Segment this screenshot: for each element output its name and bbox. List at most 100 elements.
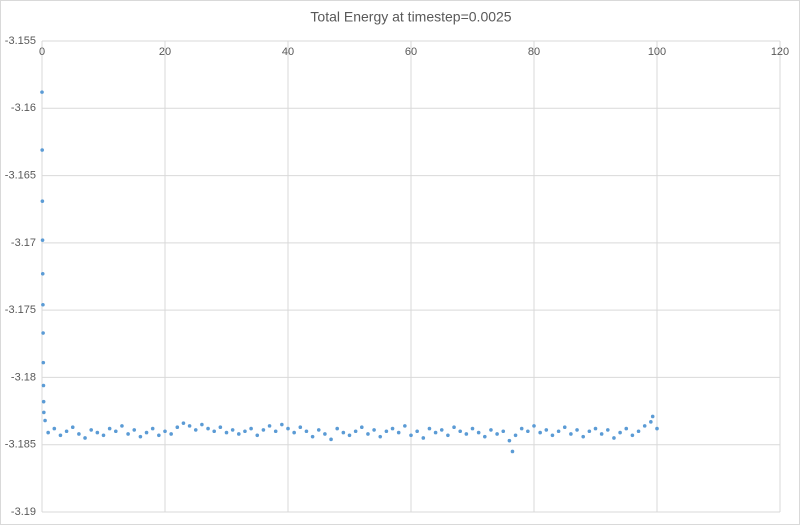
data-point xyxy=(513,433,518,438)
data-point xyxy=(624,426,629,431)
data-point xyxy=(556,429,561,434)
data-point xyxy=(341,430,346,435)
y-tick-label: -3.175 xyxy=(5,304,36,316)
y-tick-label: -3.18 xyxy=(11,371,36,383)
data-point xyxy=(175,425,180,430)
data-point xyxy=(599,432,604,436)
data-point xyxy=(95,430,100,435)
data-point xyxy=(519,426,524,431)
data-point xyxy=(650,414,655,419)
data-point xyxy=(642,424,647,428)
data-point xyxy=(335,426,340,431)
data-point xyxy=(157,433,161,438)
data-point xyxy=(366,432,370,436)
data-point xyxy=(212,429,216,434)
data-point xyxy=(439,428,444,432)
data-point xyxy=(101,433,106,438)
data-point xyxy=(323,432,327,436)
data-point xyxy=(132,428,137,432)
data-point xyxy=(483,434,487,439)
data-point xyxy=(562,425,567,430)
data-point xyxy=(618,430,622,435)
data-point xyxy=(655,426,659,431)
data-point xyxy=(495,432,499,436)
data-point xyxy=(280,422,284,427)
data-point xyxy=(384,429,389,434)
data-point xyxy=(42,410,46,415)
data-point xyxy=(200,422,204,427)
data-point xyxy=(433,430,438,435)
data-point xyxy=(286,426,290,431)
data-point xyxy=(501,429,506,434)
data-point xyxy=(249,426,253,431)
data-point xyxy=(526,429,530,434)
data-point xyxy=(544,428,549,432)
data-point xyxy=(390,426,395,431)
data-point xyxy=(150,426,155,431)
data-point xyxy=(41,302,45,307)
data-point xyxy=(409,433,413,438)
data-point xyxy=(230,428,235,432)
y-tick-label: -3.19 xyxy=(11,506,36,518)
data-point xyxy=(206,426,210,431)
data-point xyxy=(83,436,87,440)
data-point xyxy=(378,434,383,439)
y-tick-label: -3.165 xyxy=(5,169,36,181)
data-point xyxy=(612,436,616,440)
data-point xyxy=(421,436,426,440)
data-point xyxy=(41,331,45,335)
data-point xyxy=(107,426,112,431)
data-point xyxy=(144,430,149,435)
y-tick-label: -3.155 xyxy=(5,35,36,47)
data-point xyxy=(237,432,241,436)
data-point xyxy=(464,432,469,436)
x-tick-label: 80 xyxy=(528,46,540,58)
y-tick-label: -3.17 xyxy=(11,237,36,249)
data-point xyxy=(446,433,450,438)
data-point xyxy=(40,199,45,203)
data-point xyxy=(310,434,315,439)
data-point xyxy=(396,430,401,435)
data-point xyxy=(575,428,579,432)
data-point xyxy=(43,418,47,423)
x-tick-label: 120 xyxy=(771,46,789,58)
y-tick-label: -3.16 xyxy=(11,102,36,114)
data-point xyxy=(41,383,46,388)
x-tick-label: 100 xyxy=(648,46,666,58)
data-point xyxy=(470,426,475,431)
data-point xyxy=(70,425,75,430)
data-point xyxy=(415,429,419,434)
data-point xyxy=(181,421,186,425)
data-point xyxy=(40,90,44,94)
data-point xyxy=(360,425,364,430)
data-point xyxy=(58,433,63,438)
data-point xyxy=(292,430,296,435)
data-point xyxy=(581,434,585,439)
data-point xyxy=(347,433,352,438)
data-point xyxy=(298,425,303,430)
data-point xyxy=(550,433,555,438)
data-point xyxy=(138,434,143,439)
x-tick-label: 20 xyxy=(159,46,171,58)
data-point xyxy=(593,426,598,431)
data-point xyxy=(163,429,167,434)
data-point xyxy=(224,430,229,435)
data-point xyxy=(169,432,173,436)
data-point xyxy=(243,429,247,434)
data-point xyxy=(273,429,278,434)
y-tick-label: -3.185 xyxy=(5,439,36,451)
data-point xyxy=(52,426,57,431)
data-point xyxy=(114,429,118,434)
data-point xyxy=(538,430,542,435)
data-point xyxy=(316,428,321,432)
data-point xyxy=(255,433,260,438)
data-point xyxy=(77,432,81,436)
data-point xyxy=(452,425,456,430)
data-point xyxy=(587,429,592,434)
chart-title: Total Energy at timestep=0.0025 xyxy=(310,9,511,25)
data-point xyxy=(353,429,358,434)
x-tick-label: 60 xyxy=(405,46,417,58)
data-point xyxy=(40,272,45,276)
data-point xyxy=(187,424,192,428)
